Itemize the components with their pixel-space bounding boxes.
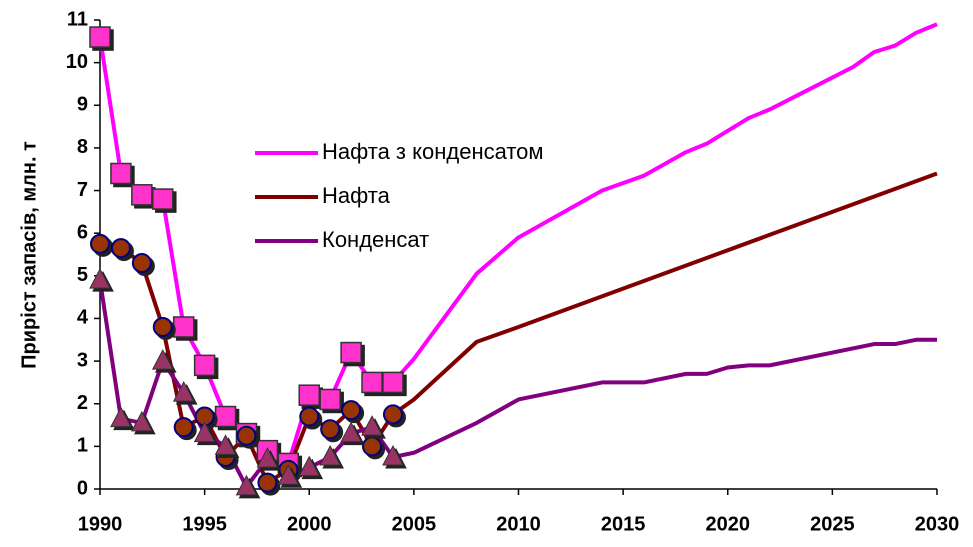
marker xyxy=(382,371,404,394)
marker xyxy=(110,406,132,428)
marker xyxy=(90,233,110,254)
x-tick-label: 2025 xyxy=(810,513,855,535)
y-tick-label: 9 xyxy=(77,94,88,116)
marker xyxy=(277,464,300,485)
marker xyxy=(236,425,257,446)
y-tick-label: 7 xyxy=(77,179,88,201)
y-tick-label: 5 xyxy=(77,264,88,286)
marker xyxy=(361,415,383,436)
marker xyxy=(361,371,383,394)
marker xyxy=(193,354,216,377)
marker xyxy=(235,474,258,496)
y-tick-label: 4 xyxy=(77,307,89,329)
x-tick-label: 2020 xyxy=(706,513,751,535)
y-tick-label: 6 xyxy=(77,221,88,243)
x-tick-label: 2005 xyxy=(392,513,437,535)
x-tick-label: 1995 xyxy=(182,513,227,535)
y-axis-label: Приріст запасів, млн. т xyxy=(18,141,40,369)
marker xyxy=(172,380,195,402)
marker xyxy=(214,434,237,455)
marker xyxy=(299,406,320,427)
legend-label: Нафта з конденсатом xyxy=(322,139,544,164)
marker xyxy=(340,421,362,443)
marker xyxy=(340,341,362,364)
marker xyxy=(110,162,132,185)
legend-label: Конденсат xyxy=(322,227,429,252)
y-tick-label: 8 xyxy=(77,136,88,158)
x-tick-label: 2010 xyxy=(496,513,541,535)
marker xyxy=(152,316,173,337)
x-tick-label: 2015 xyxy=(601,513,646,535)
marker xyxy=(131,184,153,206)
x-tick-label: 2000 xyxy=(287,513,332,535)
marker xyxy=(320,419,341,440)
y-tick-label: 10 xyxy=(66,51,88,73)
marker xyxy=(319,444,342,466)
marker xyxy=(173,417,194,438)
legend-label: Нафта xyxy=(322,183,391,208)
x-tick-label: 1990 xyxy=(78,513,123,535)
marker xyxy=(89,26,111,48)
marker xyxy=(131,253,152,274)
marker xyxy=(151,349,174,370)
marker xyxy=(362,436,383,457)
marker xyxy=(193,421,216,443)
marker xyxy=(382,404,403,425)
marker xyxy=(256,447,279,468)
marker xyxy=(341,400,362,421)
x-tick-label: 2030 xyxy=(915,513,960,535)
marker xyxy=(110,238,131,259)
y-tick-label: 3 xyxy=(77,349,88,371)
marker xyxy=(257,472,278,493)
marker xyxy=(214,405,237,428)
marker xyxy=(298,384,320,406)
marker xyxy=(152,188,174,210)
marker xyxy=(319,388,341,411)
y-tick-label: 0 xyxy=(77,477,88,499)
y-tick-label: 1 xyxy=(77,435,88,457)
marker xyxy=(172,316,195,338)
marker xyxy=(89,268,111,289)
y-tick-label: 2 xyxy=(77,392,88,414)
y-tick-label: 11 xyxy=(67,8,88,30)
marker xyxy=(131,410,153,432)
marker xyxy=(298,455,321,477)
marker xyxy=(382,444,404,466)
